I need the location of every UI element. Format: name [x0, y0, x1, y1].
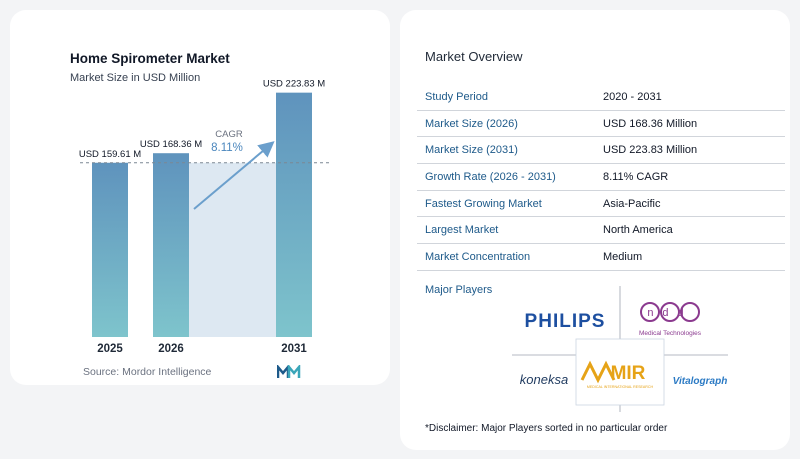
overview-value: USD 168.36 Million [603, 117, 698, 130]
overview-row: Market Size (2026) USD 168.36 Million [417, 111, 785, 138]
mordor-logo-icon [277, 365, 301, 378]
mir-subtitle: MEDICAL INTERNATIONAL RESEARCH [587, 385, 654, 389]
ndd-subtitle: Medical Technologies [639, 330, 702, 337]
overview-row: Growth Rate (2026 - 2031) 8.11% CAGR [417, 164, 785, 191]
overview-key: Market Concentration [425, 250, 531, 263]
major-players-logos: PHILIPS ndd Medical Technologies MIR MED… [512, 286, 728, 412]
overview-key: Fastest Growing Market [425, 197, 542, 210]
overview-row: Market Concentration Medium [417, 244, 785, 271]
overview-value: Asia-Pacific [603, 197, 661, 210]
value-label: USD 168.36 M [140, 139, 202, 150]
value-label: USD 223.83 M [263, 79, 325, 90]
koneksa-logo: koneksa [520, 372, 568, 387]
value-label: USD 159.61 M [79, 149, 141, 160]
cagr-arrow-icon [193, 141, 275, 210]
overview-value: Medium [603, 250, 643, 263]
mir-logo-box [575, 338, 665, 406]
overview-value: 8.11% CAGR [603, 170, 669, 183]
philips-logo: PHILIPS [525, 311, 606, 332]
overview-key: Market Size (2031) [425, 144, 518, 157]
overview-row: Study Period 2020 - 2031 [417, 84, 785, 111]
overview-key: Growth Rate (2026 - 2031) [425, 170, 556, 183]
x-tick-label: 2025 [97, 343, 123, 355]
x-tick-label: 2031 [281, 343, 307, 355]
ndd-text: ndd [647, 307, 692, 319]
cagr-value: 8.11% [211, 142, 243, 154]
major-players-label: Major Players [425, 284, 493, 296]
cagr-label: CAGR [215, 129, 243, 140]
overview-row: Fastest Growing Market Asia-Pacific [417, 191, 785, 218]
overview-value: USD 223.83 Million [603, 144, 698, 157]
overview-row: Market Size (2031) USD 223.83 Million [417, 137, 785, 165]
growth-band [189, 162, 276, 337]
mir-mark-icon [580, 360, 616, 384]
bar-2025 [92, 162, 128, 337]
overview-table: Study Period 2020 - 2031 Market Size (2026… [417, 84, 785, 271]
bar-2031 [276, 92, 312, 337]
ndd-logo: ndd Medical Technologies [639, 302, 702, 337]
chart-title: Home Spirometer Market [70, 51, 230, 66]
overview-key: Largest Market [425, 224, 499, 237]
disclaimer: *Disclaimer: Major Players sorted in no … [425, 423, 668, 434]
x-tick-label: 2026 [158, 343, 184, 355]
overview-row: Largest Market North America [417, 217, 785, 245]
overview-value: North America [603, 224, 673, 237]
bar-2026 [153, 153, 189, 337]
mir-logo: MIR [611, 363, 646, 384]
chart-subtitle: Market Size in USD Million [70, 72, 201, 84]
overview-title: Market Overview [425, 49, 523, 64]
source-note: Source: Mordor Intelligence [83, 366, 212, 378]
overview-value: 2020 - 2031 [603, 90, 662, 103]
vitalograph-logo: Vitalograph [673, 376, 728, 387]
overview-key: Market Size (2026) [425, 117, 518, 130]
overview-key: Study Period [425, 90, 488, 103]
